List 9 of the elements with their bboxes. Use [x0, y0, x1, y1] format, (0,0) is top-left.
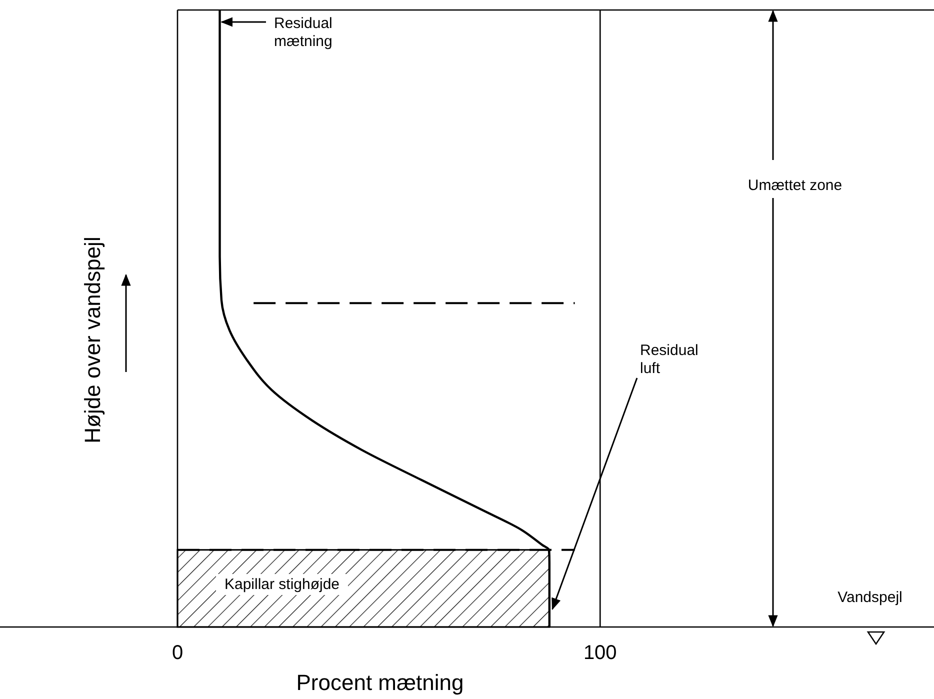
- y-axis-title: Højde over vandspejl: [80, 236, 105, 444]
- annotation: Umættet zone: [748, 177, 842, 194]
- annotation: Residual mætning: [274, 15, 332, 50]
- annotation: Vandspejl: [838, 589, 902, 606]
- x-tick-label: 0: [172, 642, 184, 664]
- x-axis-title: Procent mætning: [296, 670, 464, 695]
- annotation: Residual luft: [640, 342, 698, 377]
- annotation: Kapillar stighøjde: [224, 576, 340, 593]
- x-tick-label: 100: [583, 642, 617, 664]
